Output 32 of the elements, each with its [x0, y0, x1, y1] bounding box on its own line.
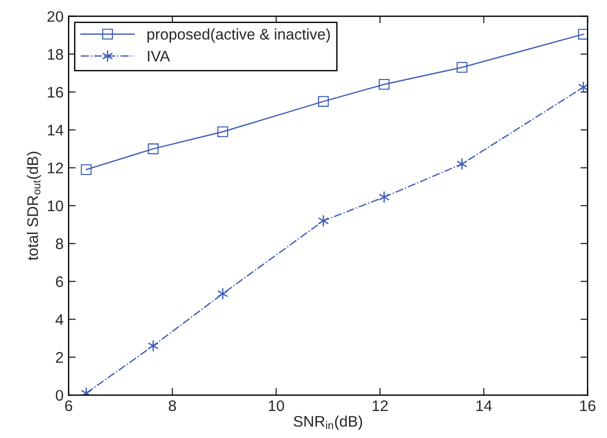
- x-tick-label: 8: [168, 400, 176, 412]
- y-tick-label: 2: [56, 352, 63, 363]
- y-tick-label: 20: [48, 11, 64, 22]
- x-tick-label: 6: [65, 400, 72, 412]
- y-tick-label: 8: [56, 238, 64, 250]
- point: [148, 143, 159, 154]
- legend-label: proposed(active & inactive): [147, 28, 330, 43]
- point: [578, 81, 588, 94]
- point: [148, 340, 159, 352]
- y-tick-label: 16: [48, 86, 64, 98]
- x-tick-label: 16: [580, 400, 596, 412]
- point: [217, 288, 228, 300]
- y-tick-label: 6: [56, 276, 64, 288]
- legend-label: IVA: [148, 50, 170, 62]
- y-tick-label: 4: [56, 314, 64, 325]
- point: [318, 96, 329, 107]
- x-tick-label: 14: [476, 400, 492, 412]
- point: [378, 190, 390, 204]
- point: [578, 28, 588, 40]
- y-tick-label: 18: [48, 48, 64, 60]
- y-tick-label: 12: [48, 162, 63, 174]
- x-tick-label: 12: [372, 400, 388, 412]
- x-axis-title: SNR$_{in}$(dB): [294, 416, 362, 430]
- x-tick-label: 10: [268, 400, 284, 412]
- point: [378, 79, 390, 90]
- point: [80, 164, 92, 176]
- y-tick-label: 14: [48, 124, 64, 136]
- point: [456, 62, 468, 73]
- y-tick-label: 10: [48, 200, 64, 212]
- point: [217, 126, 228, 138]
- y-axis-title: total SDR$_{out}$(dB): [26, 152, 42, 260]
- y-tick-label: 0: [56, 390, 64, 401]
